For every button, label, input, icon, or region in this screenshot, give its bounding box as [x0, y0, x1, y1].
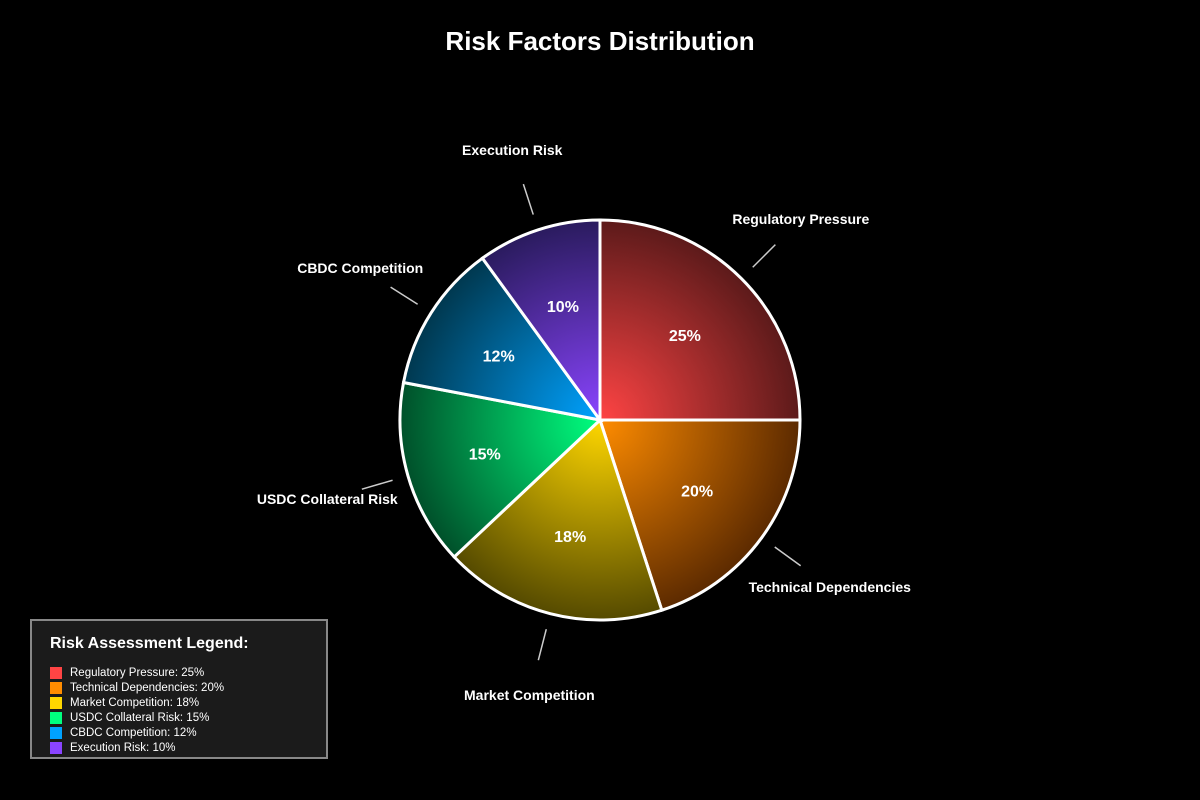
slice-labels: 25% Regulatory Pressure 20% Technical Depen…	[257, 142, 911, 703]
legend-item-label: CBDC Competition: 12%	[70, 726, 197, 739]
leader-line-technical-dependencies	[774, 546, 802, 567]
slice-percent-usdc-collateral-risk: 15%	[469, 446, 501, 463]
legend-swatch	[50, 666, 62, 679]
pie-slice-cbdc-competition	[401, 256, 604, 423]
legend-swatch	[50, 696, 62, 709]
legend-item-label: Regulatory Pressure: 25%	[70, 666, 205, 679]
pie-slice-usdc-collateral-risk	[398, 380, 604, 560]
legend-item: Market Competition: 18%	[50, 695, 308, 710]
legend-item: Regulatory Pressure: 25%	[50, 665, 308, 680]
pie-slice-market-competition	[452, 417, 664, 622]
legend-item: Technical Dependencies: 20%	[50, 680, 308, 695]
legend-box: Risk Assessment Legend: Regulatory Press…	[30, 619, 328, 759]
leader-lines	[361, 183, 802, 661]
leader-line-market-competition	[537, 629, 548, 661]
slice-label-cbdc-competition: CBDC Competition	[297, 260, 423, 276]
pie-slice-technical-dependencies	[597, 418, 802, 613]
chart-title: Risk Factors Distribution	[445, 26, 754, 56]
legend-item-label: USDC Collateral Risk: 15%	[70, 711, 210, 724]
slice-label-regulatory-pressure: Regulatory Pressure	[732, 211, 869, 227]
legend-swatch	[50, 711, 62, 724]
legend-item-label: Technical Dependencies: 20%	[70, 681, 225, 694]
pie-slice-execution-risk	[480, 218, 602, 425]
legend-item: CBDC Competition: 12%	[50, 725, 308, 740]
slice-label-technical-dependencies: Technical Dependencies	[749, 579, 912, 595]
slice-label-usdc-collateral-risk: USDC Collateral Risk	[257, 491, 398, 507]
slice-percent-technical-dependencies: 20%	[681, 484, 713, 501]
legend-item: USDC Collateral Risk: 15%	[50, 710, 308, 725]
slice-label-market-competition: Market Competition	[464, 687, 595, 703]
legend-swatch	[50, 726, 62, 739]
legend-item-label: Execution Risk: 10%	[70, 741, 176, 754]
slice-percent-regulatory-pressure: 25%	[669, 328, 701, 345]
pie-slices	[398, 218, 802, 622]
pie-slice-regulatory-pressure	[598, 218, 802, 422]
leader-line-cbdc-competition	[390, 286, 419, 305]
slice-percent-cbdc-competition: 12%	[483, 349, 515, 366]
legend-item: Execution Risk: 10%	[50, 740, 308, 755]
legend-title: Risk Assessment Legend:	[50, 635, 249, 652]
legend-item-label: Market Competition: 18%	[70, 696, 200, 709]
slice-percent-execution-risk: 10%	[547, 299, 579, 316]
leader-line-usdc-collateral-risk	[361, 479, 393, 490]
slice-label-execution-risk: Execution Risk	[462, 142, 563, 158]
leader-line-execution-risk	[522, 183, 534, 215]
legend-swatch	[50, 681, 62, 694]
leader-line-regulatory-pressure	[752, 244, 776, 268]
slice-percent-market-competition: 18%	[554, 529, 586, 546]
legend-swatch	[50, 741, 62, 754]
